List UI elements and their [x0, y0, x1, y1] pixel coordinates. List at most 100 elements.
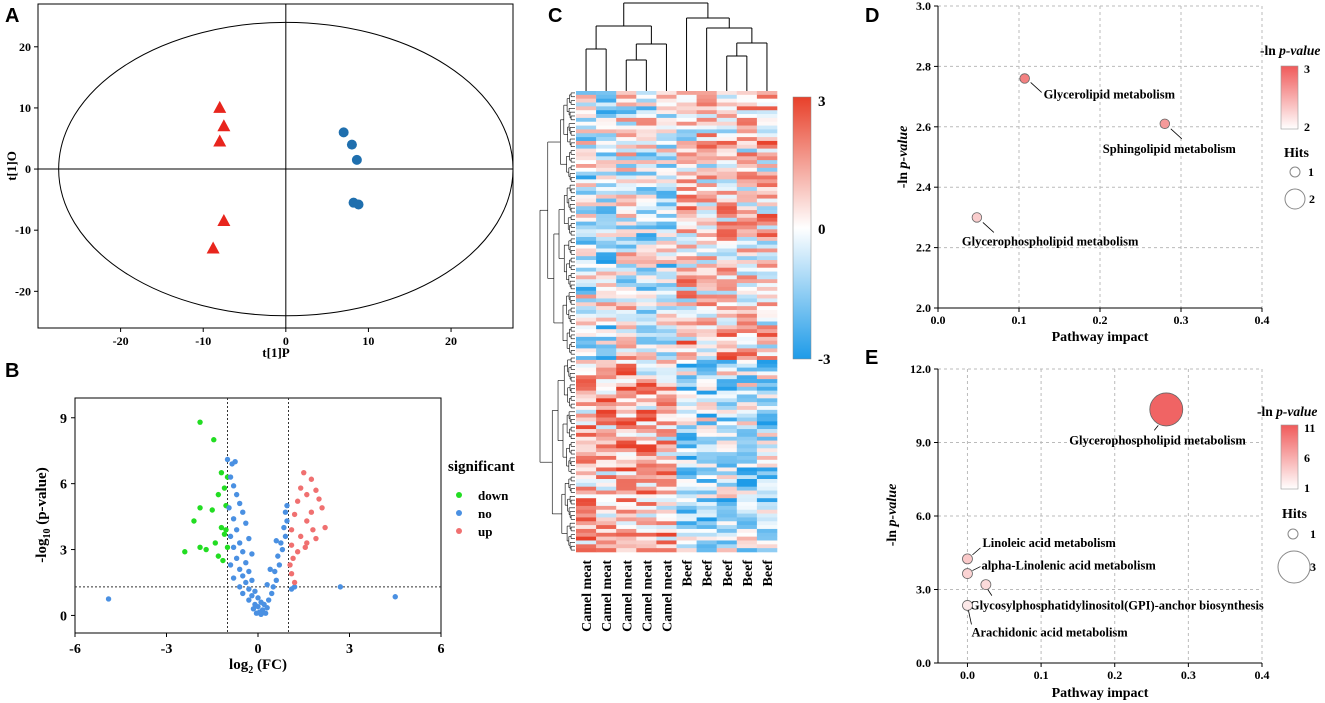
heatmap-cell — [616, 505, 637, 511]
heatmap-cell — [636, 298, 657, 303]
panel-b-point-up — [316, 496, 322, 502]
heatmap-cell — [656, 252, 677, 257]
heatmap-cell — [756, 336, 778, 342]
heatmap-cell — [676, 517, 697, 522]
heatmap-cell — [716, 440, 738, 445]
heatmap-cell — [756, 121, 778, 126]
panel-d-bubble-label: Sphingolipid metabolism — [1103, 142, 1237, 156]
heatmap-cell — [656, 110, 677, 115]
panel-e-label-leader — [968, 610, 972, 625]
heatmap-column-label: Beef — [741, 560, 756, 587]
heatmap-cell — [716, 398, 738, 403]
heatmap-cell — [616, 267, 637, 272]
heatmap-cell — [696, 256, 717, 261]
panel-a-circle-point — [353, 199, 364, 210]
heatmap-cell — [656, 114, 677, 119]
heatmap-cell — [756, 190, 778, 196]
heatmap-cell — [676, 144, 697, 149]
panel-b-point-up — [301, 469, 307, 476]
heatmap-cell — [596, 344, 617, 349]
heatmap-cell — [756, 290, 778, 295]
heatmap-cell — [656, 229, 677, 234]
heatmap-cell — [736, 137, 758, 142]
panel-d-color-legend-max: 3 — [1304, 62, 1310, 76]
heatmap-cell — [576, 448, 597, 453]
heatmap-cell — [636, 140, 657, 146]
heatmap-cell — [616, 521, 637, 526]
heatmap-cell — [716, 532, 738, 537]
heatmap-cell — [596, 110, 617, 115]
heatmap-cell — [656, 260, 677, 265]
panel-b-point-no — [264, 581, 270, 588]
heatmap-cell — [676, 398, 697, 403]
heatmap-cell — [616, 248, 637, 253]
panel-b-point-no — [105, 596, 112, 602]
heatmap-cell — [716, 417, 738, 422]
heatmap-cell — [576, 440, 597, 445]
heatmap-cell — [576, 409, 597, 414]
heatmap-cell — [696, 137, 717, 142]
heatmap-cell — [636, 283, 657, 288]
heatmap-cell — [576, 406, 597, 411]
heatmap-cell — [616, 490, 637, 495]
panel-b-point-no — [275, 553, 281, 559]
heatmap-cell — [676, 233, 697, 238]
heatmap-cell — [696, 317, 717, 322]
heatmap-cell — [696, 463, 717, 468]
heatmap-cell — [716, 167, 738, 172]
heatmap-cell — [656, 290, 677, 295]
heatmap-cell — [636, 375, 657, 380]
panel-b-point-down — [209, 507, 215, 513]
heatmap-cell — [696, 306, 717, 311]
heatmap-cell — [756, 475, 778, 480]
heatmap-cell — [656, 486, 677, 491]
panel-b-point-up — [310, 527, 316, 533]
heatmap-cell — [636, 279, 657, 284]
heatmap-cell — [676, 256, 697, 261]
heatmap-cell — [736, 367, 758, 372]
heatmap-cell — [576, 275, 597, 280]
heatmap-cell — [756, 333, 778, 338]
heatmap-cell — [716, 248, 738, 253]
heatmap-cell — [616, 275, 637, 280]
heatmap-cell — [716, 406, 738, 411]
heatmap-cell — [616, 367, 637, 372]
heatmap-cell — [616, 494, 637, 499]
heatmap-cell — [736, 463, 758, 468]
heatmap-cell — [756, 425, 778, 430]
heatmap-cell — [756, 417, 778, 422]
heatmap-cell — [616, 271, 637, 276]
heatmap-cell — [696, 409, 717, 414]
heatmap-cell — [576, 333, 597, 338]
heatmap-cell — [756, 517, 778, 522]
heatmap-cell — [636, 148, 657, 153]
heatmap-cell — [676, 125, 697, 130]
heatmap-cell — [656, 502, 677, 507]
heatmap-cell — [636, 548, 657, 553]
heatmap-cell — [576, 517, 597, 522]
heatmap-cell — [696, 298, 717, 303]
heatmap-cell — [696, 213, 717, 219]
panel-a-ytick-label: 0 — [25, 162, 31, 176]
heatmap-cell — [696, 390, 717, 395]
heatmap-cell — [696, 513, 717, 518]
heatmap-cell — [636, 329, 657, 334]
heatmap-cell — [756, 525, 778, 530]
heatmap-cell — [716, 409, 738, 414]
heatmap-cell — [696, 417, 717, 422]
heatmap-cell — [596, 271, 617, 276]
heatmap-cell — [596, 490, 617, 495]
panel-e-pathway-plot: 0.0 0.1 0.2 0.3 0.4 0.0 3.0 6.0 9.0 12.0 Glycerop… — [885, 362, 1317, 701]
heatmap-cell — [656, 429, 677, 434]
heatmap-cell — [576, 217, 597, 222]
colorbar-mid-label: 0 — [818, 222, 826, 238]
heatmap-cell — [656, 152, 677, 157]
heatmap-cell — [736, 509, 758, 514]
heatmap-cell — [736, 302, 758, 307]
heatmap-cell — [596, 244, 617, 249]
heatmap-cell — [716, 513, 738, 518]
panel-e-label-leader — [972, 566, 981, 571]
heatmap-cell — [696, 163, 717, 169]
heatmap-cell — [716, 106, 738, 111]
